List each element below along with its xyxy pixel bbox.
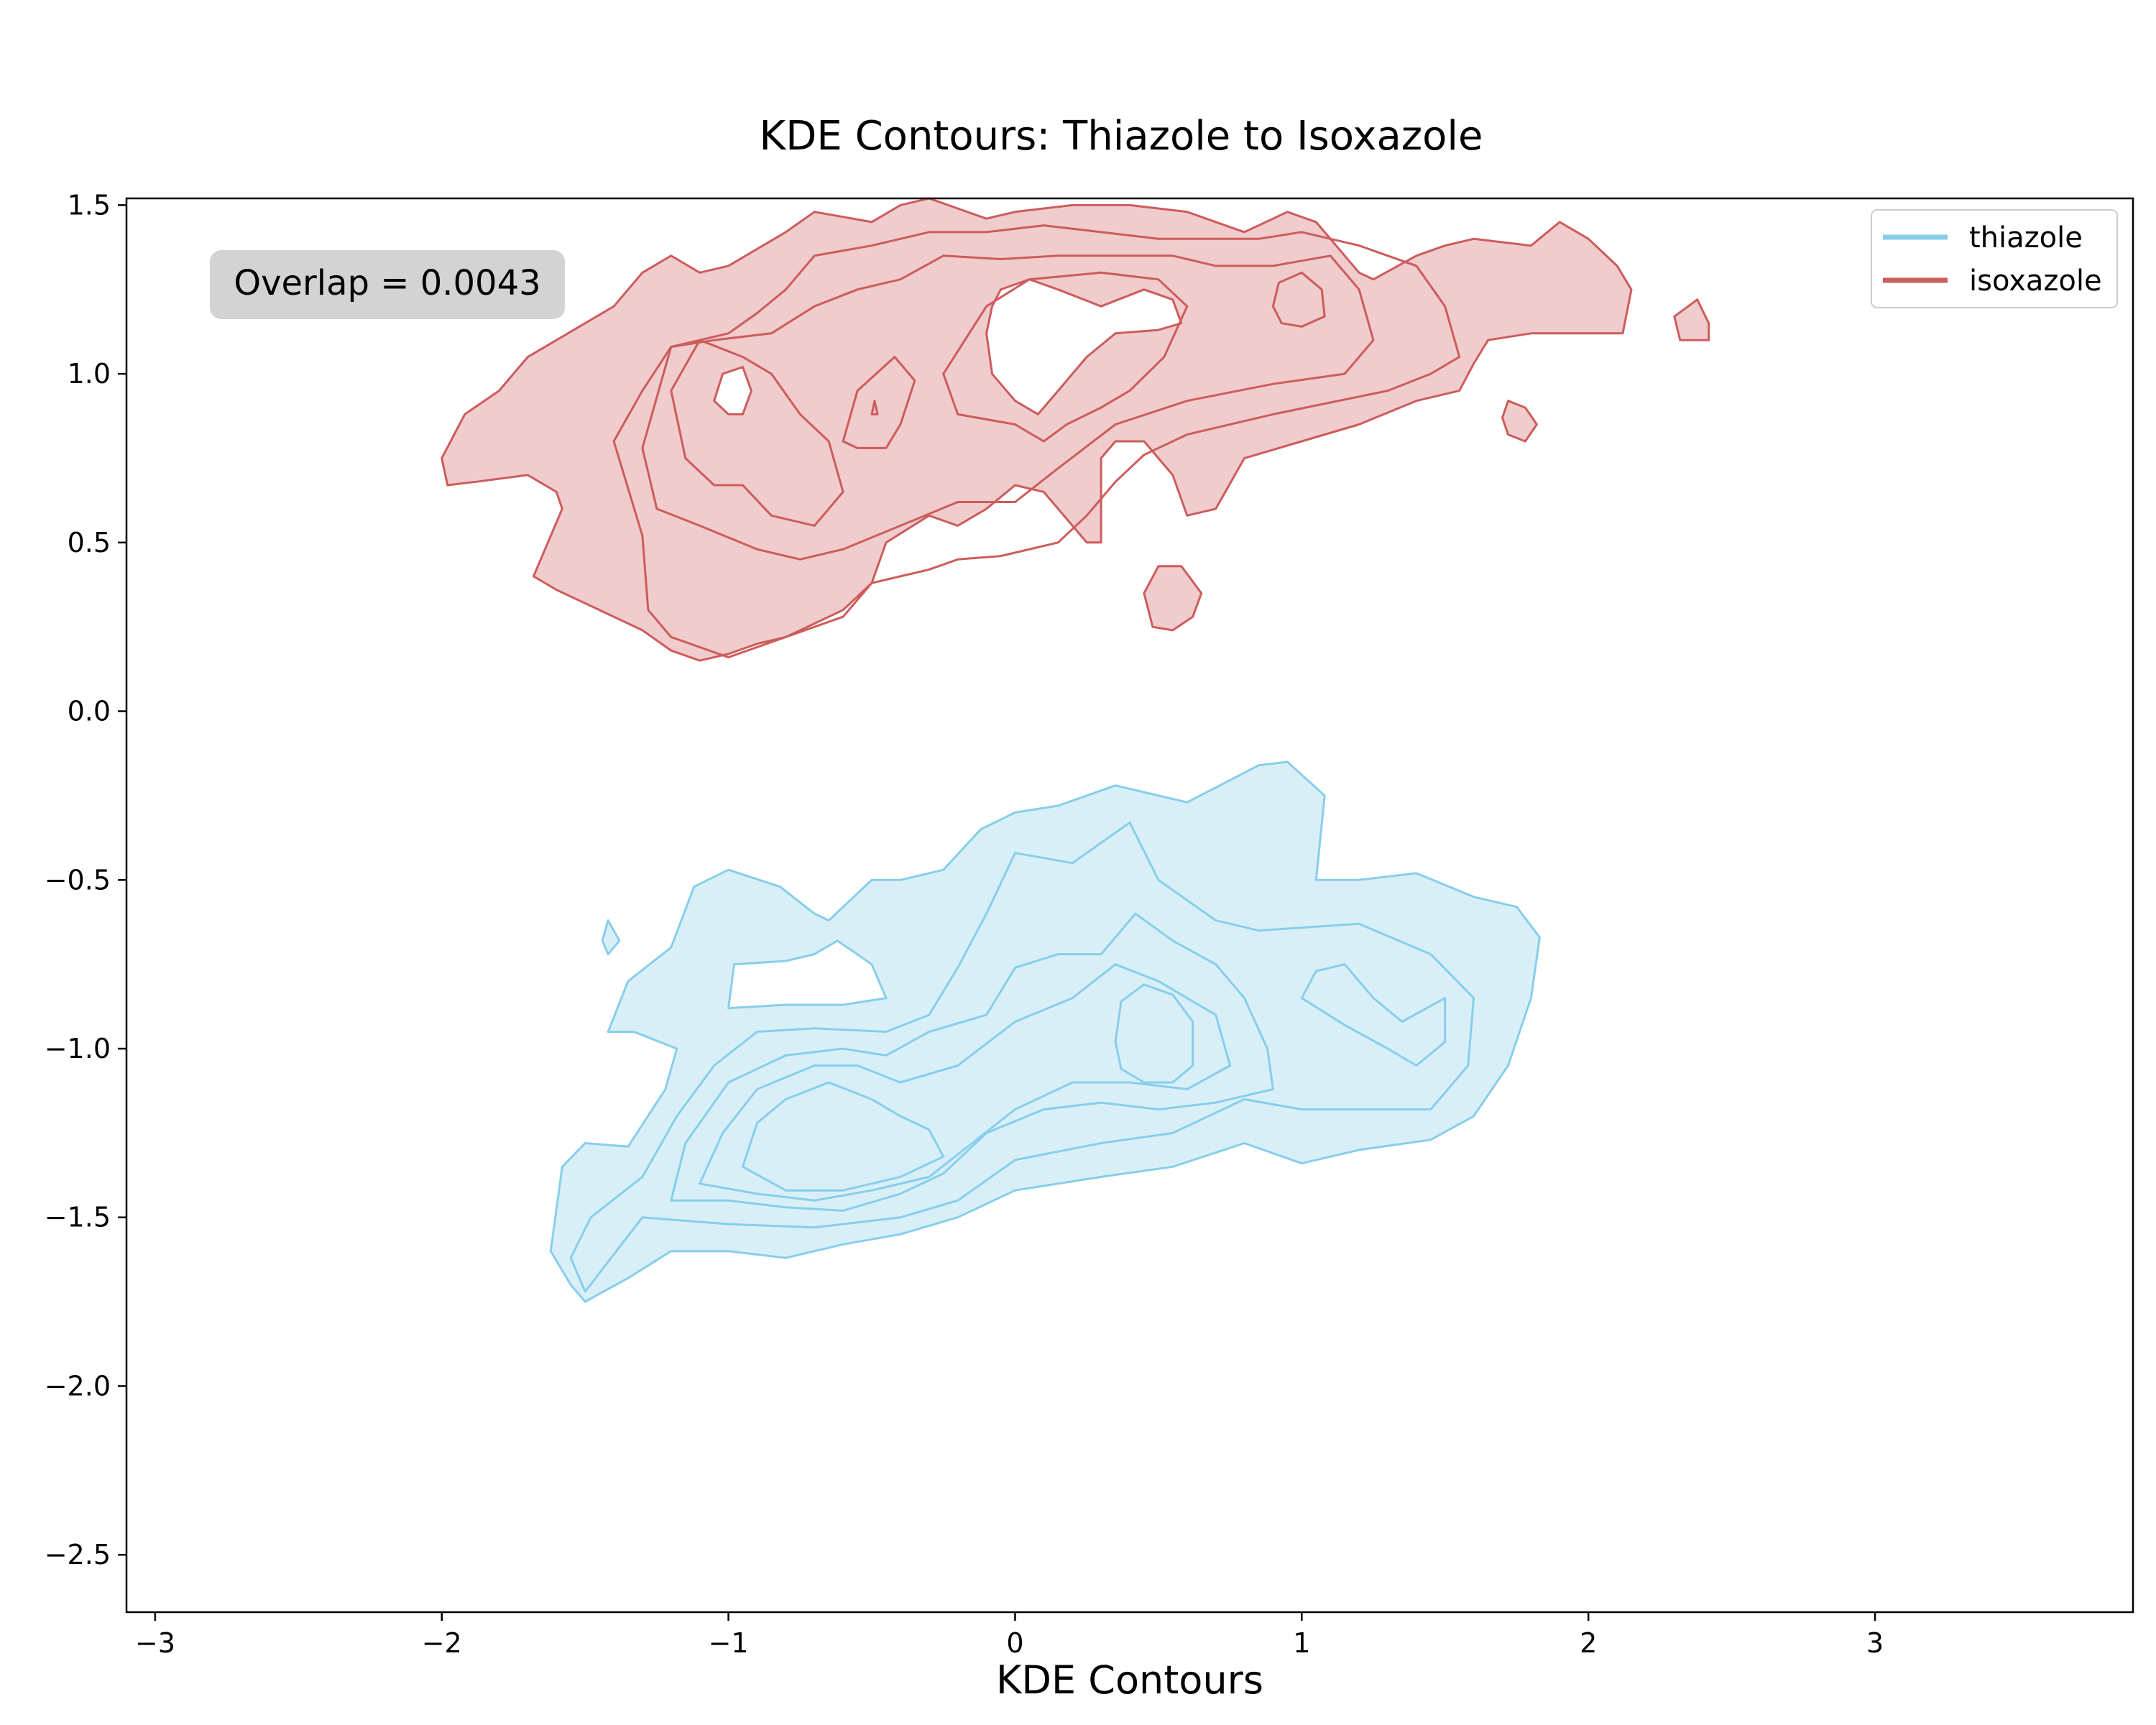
thiazole-outer-contour: [549, 760, 1541, 1303]
isoxazole-contour-level-7: [1271, 271, 1326, 328]
y-tick-label: 0.0: [68, 696, 111, 727]
x-axis: −3 −2 −1 0 1 2 3: [135, 1612, 1884, 1659]
y-tick-label: 1.5: [68, 189, 111, 221]
plot-area: [125, 197, 2134, 1614]
annotation-box: [210, 250, 565, 319]
legend-label-thiazole: thiazole: [1969, 221, 2083, 254]
thiazole-contour-level-6: [1300, 963, 1447, 1067]
isoxazole-contour-level-5: [942, 271, 1189, 443]
x-tick-label: 1: [1293, 1627, 1310, 1659]
legend: thiazole isoxazole: [1871, 209, 2118, 308]
isoxazole-contour-level-6: [870, 400, 879, 415]
thiazole-contour-level-1: [569, 822, 1475, 1293]
thiazole-contour-level-2: [670, 912, 1274, 1212]
isoxazole-contour-level-4: [842, 356, 916, 449]
x-tick-label: 2: [1580, 1627, 1597, 1659]
chart-title: KDE Contours: Thiazole to Isoxazole: [760, 113, 1483, 160]
overlap-annotation: Overlap = 0.0043: [210, 250, 565, 319]
isoxazole-contour-level-2: [641, 254, 1375, 561]
series-layer: [441, 197, 1710, 1303]
isoxazole-contour-level-3: [670, 339, 844, 527]
y-tick-label: −1.5: [45, 1202, 111, 1233]
plot-frame: [125, 197, 2134, 1614]
legend-frame: [1871, 209, 2118, 308]
y-tick-label: 1.0: [68, 358, 111, 390]
thiazole-contour-level-4: [742, 1081, 945, 1192]
x-tick-label: 0: [1006, 1627, 1023, 1659]
x-tick-label: −1: [709, 1627, 749, 1659]
y-tick-label: −1.0: [45, 1033, 111, 1064]
thiazole-contour-level-5: [1114, 983, 1194, 1084]
thiazole-contour-level-3: [699, 963, 1232, 1202]
isoxazole-contour-level-1: [612, 224, 1461, 658]
x-tick-label: −3: [135, 1627, 175, 1659]
y-tick-label: 0.5: [68, 527, 111, 558]
y-tick-label: −2.5: [45, 1539, 111, 1570]
y-tick-label: −0.5: [45, 864, 111, 896]
y-tick-label: −2.0: [45, 1370, 111, 1402]
x-axis-label: KDE Contours: [996, 1657, 1263, 1703]
annotation-text: Overlap = 0.0043: [234, 263, 540, 303]
y-axis: 1.5 1.0 0.5 0.0 −0.5 −1.0 −1.5 −2.0 −2.5: [45, 189, 126, 1570]
isoxazole-outer-contour: [441, 197, 1710, 662]
series-thiazole: [549, 760, 1541, 1303]
x-tick-label: −2: [422, 1627, 462, 1659]
x-tick-label: 3: [1866, 1627, 1884, 1659]
series-isoxazole: [441, 197, 1710, 662]
legend-label-isoxazole: isoxazole: [1969, 264, 2102, 298]
